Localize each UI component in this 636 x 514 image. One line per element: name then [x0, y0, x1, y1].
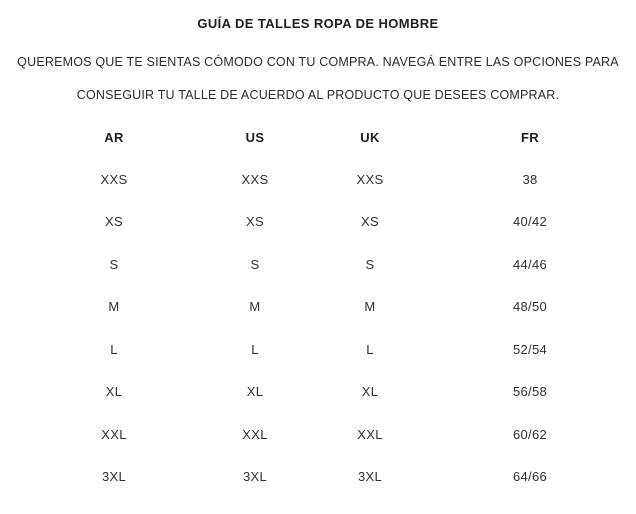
- size-cell-fr: 60/62: [512, 426, 548, 442]
- size-cell-ar: 3XL: [101, 469, 127, 485]
- table-row: XXL XXL XXL 60/62: [35, 413, 636, 456]
- size-cell-ar: S: [109, 256, 119, 272]
- column-header-ar: AR: [104, 129, 124, 145]
- size-cell-fr: 56/58: [512, 384, 548, 400]
- table-row: L L L 52/54: [35, 328, 636, 371]
- size-cell-us: 3XL: [242, 469, 268, 485]
- size-cell-us: XS: [246, 214, 264, 230]
- size-cell-ar: L: [110, 341, 118, 357]
- size-cell-ar: XL: [105, 384, 123, 400]
- column-header-uk: UK: [360, 129, 380, 145]
- size-cell-us: L: [251, 341, 259, 357]
- size-cell-us: XXL: [242, 426, 268, 442]
- size-cell-ar: XXL: [101, 426, 127, 442]
- size-cell-uk: XXS: [356, 171, 384, 187]
- table-row: XS XS XS 40/42: [35, 201, 636, 244]
- size-cell-uk: S: [365, 256, 375, 272]
- table-row: M M M 48/50: [35, 286, 636, 329]
- size-cell-uk: XS: [361, 214, 379, 230]
- size-cell-fr: 52/54: [512, 341, 548, 357]
- description-line-2: CONSEGUIR TU TALLE DE ACUERDO AL PRODUCT…: [76, 88, 560, 102]
- table-row: 3XL 3XL 3XL 64/66: [35, 456, 636, 499]
- table-row: S S S 44/46: [35, 243, 636, 286]
- size-cell-uk: 3XL: [357, 469, 383, 485]
- size-cell-ar: XXS: [100, 171, 128, 187]
- size-cell-fr: 44/46: [512, 256, 548, 272]
- column-header-us: US: [245, 129, 265, 145]
- size-cell-us: XL: [246, 384, 264, 400]
- size-cell-uk: L: [366, 341, 374, 357]
- size-cell-ar: M: [108, 299, 120, 315]
- size-table: AR US UK FR XXS XXS XXS 38 XS XS XS 40/4…: [0, 116, 636, 498]
- size-cell-fr: 64/66: [512, 469, 548, 485]
- table-row: XXS XXS XXS 38: [35, 158, 636, 201]
- table-row: XL XL XL 56/58: [35, 371, 636, 414]
- size-cell-uk: XXL: [357, 426, 383, 442]
- size-cell-fr: 48/50: [512, 299, 548, 315]
- page-title: GUÍA DE TALLES ROPA DE HOMBRE: [197, 16, 439, 31]
- size-cell-us: M: [249, 299, 261, 315]
- size-cell-us: S: [250, 256, 260, 272]
- size-cell-fr: 40/42: [512, 214, 548, 230]
- size-cell-uk: M: [364, 299, 376, 315]
- size-cell-fr: 38: [522, 171, 538, 187]
- size-guide-description: QUEREMOS QUE TE SIENTAS CÓMODO CON TU CO…: [0, 46, 636, 112]
- column-header-fr: FR: [521, 129, 539, 145]
- table-header-row: AR US UK FR: [35, 116, 636, 158]
- size-cell-ar: XS: [105, 214, 123, 230]
- size-cell-us: XXS: [241, 171, 269, 187]
- description-line-1: QUEREMOS QUE TE SIENTAS CÓMODO CON TU CO…: [17, 55, 619, 69]
- size-cell-uk: XL: [361, 384, 379, 400]
